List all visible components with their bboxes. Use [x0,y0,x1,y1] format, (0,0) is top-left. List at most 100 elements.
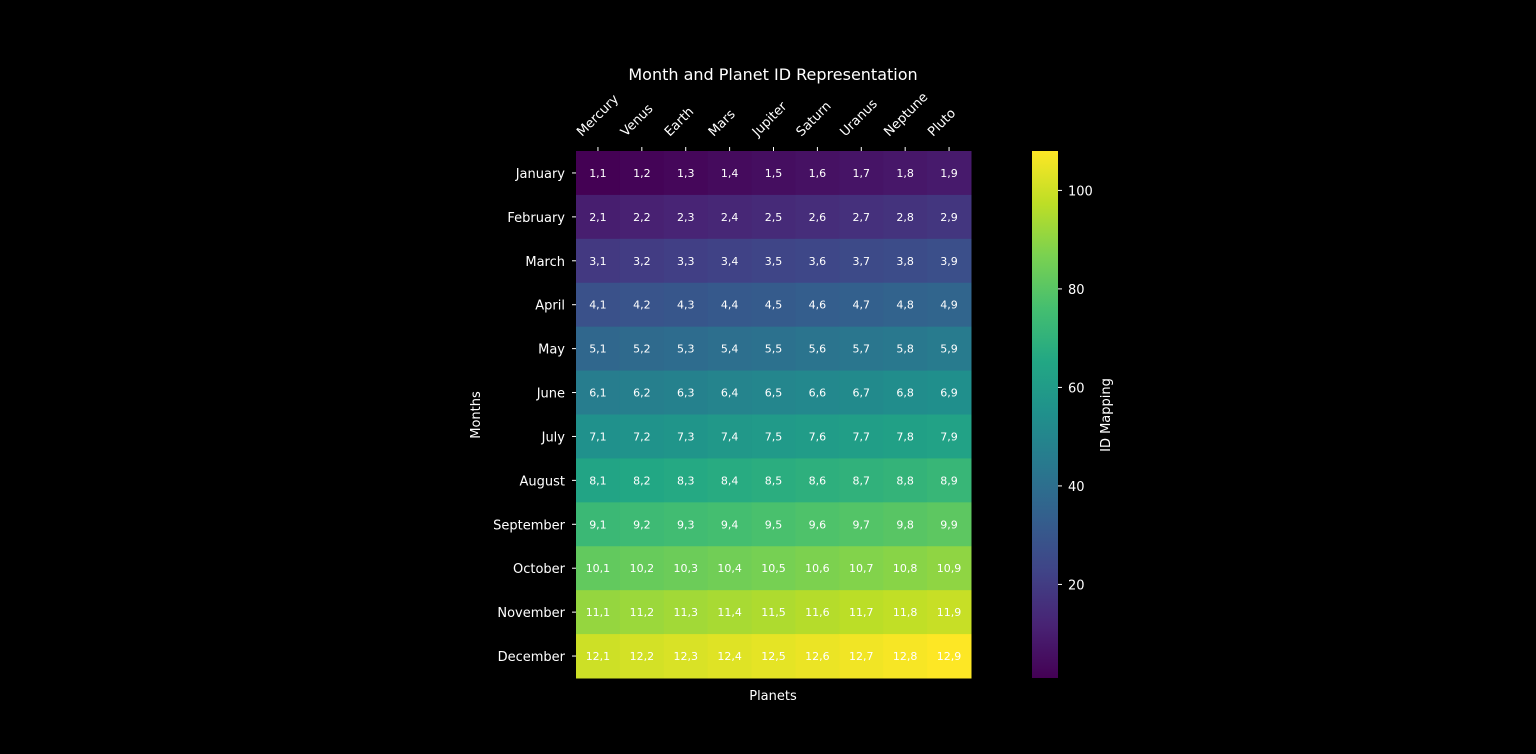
heatmap-cell [883,238,928,284]
heatmap-cell [883,590,928,635]
heatmap-cell [707,414,753,459]
heatmap-cell [707,326,753,372]
heatmap-cell [663,151,709,196]
cell-label: 12,3 [673,650,698,663]
cell-label: 7,3 [677,430,695,443]
heatmap-cell [883,194,928,240]
cell-label: 11,3 [673,606,698,619]
heatmap-cell [663,414,709,459]
heatmap-cell [839,590,884,635]
cell-label: 10,6 [805,562,830,575]
cell-label: 3,7 [853,255,871,268]
cell-label: 3,3 [677,255,695,268]
heatmap-cell [927,590,972,635]
heatmap-cell [576,370,621,415]
cell-label: 10,8 [893,562,918,575]
cell-label: 8,5 [765,474,783,487]
cell-label: 4,1 [589,299,607,312]
cell-label: 7,2 [633,430,651,443]
heatmap-cell [883,414,928,459]
heatmap-cell [927,414,972,459]
cell-label: 3,1 [589,255,607,268]
cell-label: 1,3 [677,167,695,180]
x-axis-label: Planets [749,689,797,704]
cell-label: 1,8 [896,167,914,180]
cell-label: 6,2 [633,387,651,400]
heatmap-cell [795,282,840,328]
cell-label: 3,8 [896,255,914,268]
heatmap-cell [663,458,709,503]
heatmap-cell [927,634,972,679]
heatmap-cell [883,546,928,591]
heatmap-cell [883,370,928,415]
cell-label: 6,7 [853,387,871,400]
y-tick-label: December [498,650,566,665]
cell-label: 3,6 [809,255,827,268]
heatmap-cell [883,634,928,679]
cell-label: 7,6 [809,430,827,443]
cell-label: 8,8 [896,474,914,487]
cell-label: 2,1 [589,211,607,224]
heatmap-cell [619,414,665,459]
colorbar [1032,151,1058,678]
heatmap-cell [576,502,621,547]
y-tick-label: April [535,299,565,314]
heatmap-cell [619,502,665,547]
cell-label: 1,9 [940,167,958,180]
heatmap-cell [576,282,621,328]
cell-label: 1,6 [809,167,827,180]
y-tick-label: March [525,255,565,270]
cell-label: 9,5 [765,518,783,531]
cell-label: 12,2 [630,650,655,663]
heatmap-cell [663,546,709,591]
cell-label: 1,2 [633,167,651,180]
cell-label: 6,1 [589,387,607,400]
heatmap-cell [839,546,884,591]
heatmap-cell [619,194,665,240]
heatmap-cell [839,502,884,547]
cell-label: 3,4 [721,255,739,268]
cell-label: 9,1 [589,518,607,531]
cell-label: 2,7 [853,211,871,224]
heatmap-cell [751,238,796,284]
heatmap-cell [795,634,840,679]
cell-label: 8,1 [589,474,607,487]
heatmap-cell [751,590,796,635]
heatmap-cell [576,194,621,240]
cell-label: 2,6 [809,211,827,224]
cell-label: 7,4 [721,430,739,443]
y-tick-label: July [541,430,566,445]
heatmap-cell [707,546,753,591]
cell-label: 4,2 [633,299,651,312]
heatmap-cell [619,458,665,503]
heatmap-cell [576,590,621,635]
y-tick-label: May [538,343,565,358]
cell-label: 10,7 [849,562,874,575]
heatmap-cell [927,502,972,547]
cell-label: 5,4 [721,343,739,356]
heatmap-cell [927,194,972,240]
chart-title: Month and Planet ID Representation [628,65,917,84]
heatmap-cell [883,502,928,547]
cell-label: 11,6 [805,606,830,619]
cell-label: 11,1 [586,606,611,619]
heatmap-cell [663,238,709,284]
cell-label: 11,8 [893,606,918,619]
heatmap-cell [795,590,840,635]
cell-label: 2,4 [721,211,739,224]
heatmap-cell [751,282,796,328]
heatmap-cells: 1,1 1,2 1,3 1,4 1,5 1,6 1,7 1,8 1,9 2,1 2,2 2,3 2,4 2… [576,151,972,679]
cell-label: 8,3 [677,474,695,487]
cell-label: 8,4 [721,474,739,487]
cell-label: 7,1 [589,430,607,443]
heatmap-cell [839,414,884,459]
cell-label: 5,5 [765,343,783,356]
cell-label: 6,5 [765,387,783,400]
colorbar-tick-label: 40 [1068,480,1085,495]
heatmap-cell [751,370,796,415]
cell-label: 5,6 [809,343,827,356]
heatmap-cell [751,414,796,459]
cell-label: 6,3 [677,387,695,400]
heatmap-cell [707,458,753,503]
heatmap-cell [707,194,753,240]
